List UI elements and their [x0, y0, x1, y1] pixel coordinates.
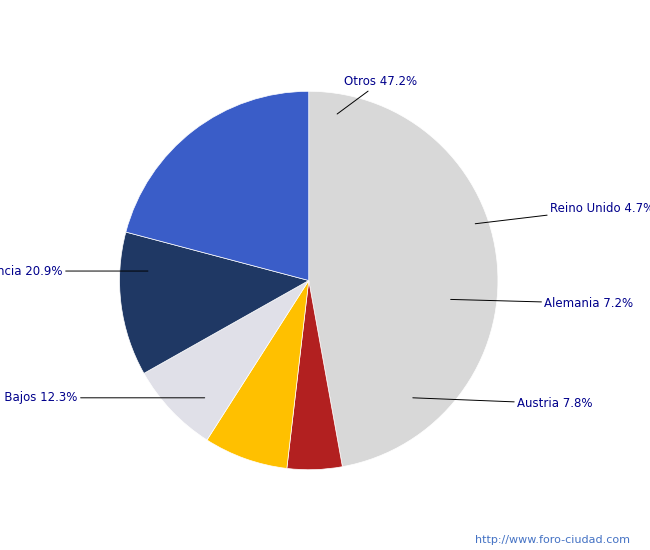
Text: Alemania 7.2%: Alemania 7.2% — [450, 296, 633, 310]
Wedge shape — [207, 280, 309, 469]
Text: Otros 47.2%: Otros 47.2% — [337, 75, 417, 114]
Text: Reino Unido 4.7%: Reino Unido 4.7% — [475, 202, 650, 224]
Wedge shape — [287, 280, 343, 470]
Wedge shape — [120, 232, 309, 373]
Text: Austria 7.8%: Austria 7.8% — [413, 397, 592, 410]
Text: http://www.foro-ciudad.com: http://www.foro-ciudad.com — [476, 535, 630, 545]
Wedge shape — [144, 280, 309, 440]
Wedge shape — [309, 91, 498, 467]
Text: Sant Quirze del Vallès - Turistas extranjeros según país - Abril de 2024: Sant Quirze del Vallès - Turistas extran… — [66, 21, 584, 37]
Text: Países Bajos 12.3%: Países Bajos 12.3% — [0, 391, 205, 404]
Wedge shape — [126, 91, 309, 280]
Text: Francia 20.9%: Francia 20.9% — [0, 265, 148, 278]
